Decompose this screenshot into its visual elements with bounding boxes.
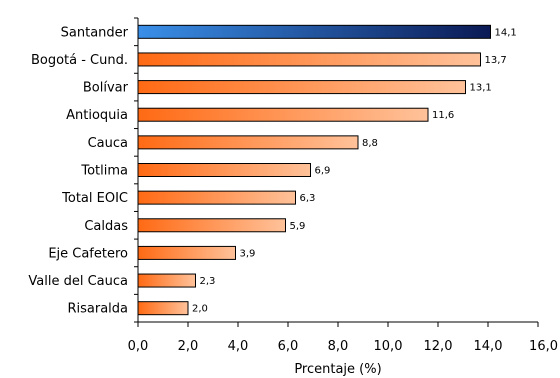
- category-label: Eje Cafetero: [48, 246, 128, 261]
- x-tick-label: 4,0: [228, 339, 249, 354]
- x-axis: 0,0 2,0 4,0 6,0 8,0 10,0 12,0 14,0 16,0: [128, 17, 558, 354]
- bar: [137, 24, 491, 39]
- bar: [137, 301, 189, 316]
- x-tick-label: 10,0: [374, 339, 403, 354]
- x-tick-label: 0,0: [128, 339, 149, 354]
- bar: [137, 52, 481, 67]
- category-label: Caldas: [84, 219, 128, 234]
- category-label: Bolívar: [83, 81, 129, 96]
- value-label: 5,9: [290, 221, 306, 232]
- category-label: Cauca: [88, 136, 128, 151]
- bar: [137, 107, 429, 122]
- category-label: Santander: [61, 25, 129, 40]
- value-label: 6,3: [300, 193, 316, 204]
- bar: [137, 163, 311, 177]
- category-label: Totlima: [80, 164, 128, 179]
- category-label: Bogotá - Cund.: [31, 53, 128, 68]
- bar: [137, 245, 236, 260]
- value-label: 13,7: [485, 55, 507, 66]
- category-label: Valle del Cauca: [28, 274, 128, 289]
- value-label: 2,0: [192, 304, 208, 315]
- bars-group: Santander 14,1 Bogotá - Cund. 13,7 Bolívar 13…: [28, 24, 517, 317]
- bar: [137, 135, 359, 150]
- bar: [137, 190, 296, 205]
- bar: [137, 273, 196, 288]
- value-label: 13,1: [470, 83, 492, 94]
- value-label: 11,6: [432, 110, 454, 121]
- bar: [137, 218, 286, 233]
- x-axis-title: Prcentaje (%): [294, 362, 381, 377]
- category-label: Total EOIC: [61, 191, 128, 206]
- x-tick-label: 2,0: [178, 339, 199, 354]
- category-label: Risaralda: [67, 302, 128, 317]
- value-label: 14,1: [495, 27, 517, 38]
- value-label: 8,8: [362, 138, 378, 149]
- category-label: Antioquia: [66, 108, 128, 123]
- value-label: 2,3: [200, 276, 216, 287]
- value-label: 6,9: [315, 166, 331, 177]
- bar: [137, 80, 466, 95]
- x-tick-label: 16,0: [529, 339, 558, 354]
- x-tick-label: 12,0: [424, 339, 453, 354]
- value-label: 3,9: [240, 248, 256, 259]
- x-tick-label: 6,0: [278, 339, 299, 354]
- x-tick-label: 14,0: [474, 339, 503, 354]
- x-tick-label: 8,0: [328, 339, 349, 354]
